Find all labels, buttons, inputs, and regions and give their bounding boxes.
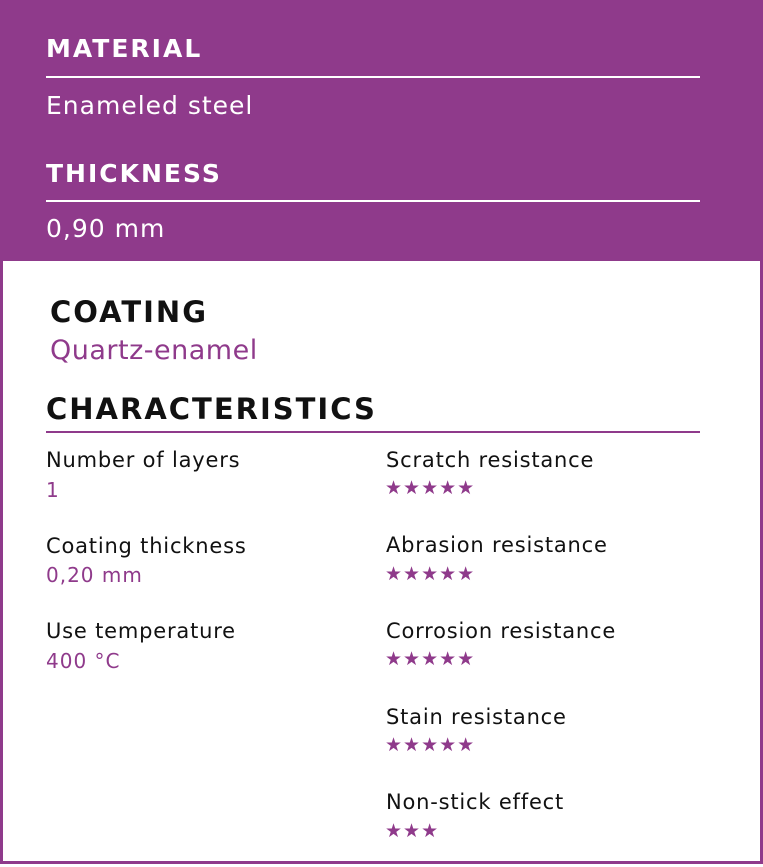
coating-title: COATING	[50, 295, 208, 329]
char-value: 1	[46, 478, 60, 502]
star-rating-icon: ★★★	[385, 820, 440, 842]
material-title: MATERIAL	[46, 34, 203, 63]
star-rating-icon: ★★★★★	[385, 477, 476, 499]
material-header: MATERIAL Enameled steel THICKNESS 0,90 m…	[0, 0, 763, 261]
char-label: Coating thickness	[46, 534, 247, 558]
divider	[46, 76, 700, 78]
rating-label: Non-stick effect	[386, 790, 565, 814]
rating-label: Scratch resistance	[386, 448, 595, 472]
thickness-value: 0,90 mm	[46, 214, 166, 243]
star-rating-icon: ★★★★★	[385, 648, 476, 670]
material-value: Enameled steel	[46, 91, 254, 120]
characteristics-title: CHARACTERISTICS	[46, 392, 377, 426]
char-label: Use temperature	[46, 619, 236, 643]
char-label: Number of layers	[46, 448, 241, 472]
star-rating-icon: ★★★★★	[385, 563, 476, 585]
star-rating-icon: ★★★★★	[385, 734, 476, 756]
rating-label: Stain resistance	[386, 705, 567, 729]
coating-value: Quartz-enamel	[50, 335, 258, 366]
divider	[46, 431, 700, 433]
char-value: 0,20 mm	[46, 563, 143, 587]
rating-label: Corrosion resistance	[386, 619, 617, 643]
divider	[46, 200, 700, 202]
thickness-title: THICKNESS	[46, 159, 222, 188]
char-value: 400 °C	[46, 649, 121, 673]
rating-label: Abrasion resistance	[386, 533, 608, 557]
